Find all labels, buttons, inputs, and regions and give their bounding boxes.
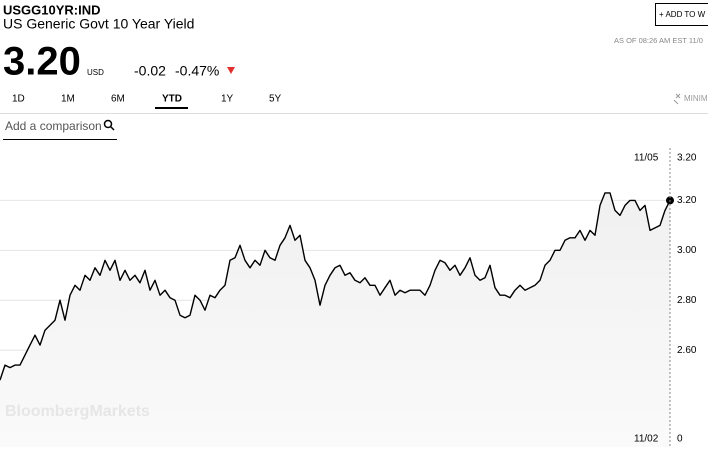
tab[interactable]: 1D [12,94,25,105]
search-icon[interactable] [105,121,112,128]
price: 3.20 [3,40,81,84]
last-value-label: 3.20 [677,153,697,164]
change: -0.02 [134,63,166,79]
y-tick-label: 2.60 [677,345,697,356]
y-tick-label: 2.80 [677,295,697,306]
tab-underline [155,107,188,109]
y-tick-label: 3.00 [677,245,697,256]
crosshair-date: 11/05 [634,153,659,164]
down-arrow [227,67,235,74]
currency: USD [87,68,104,77]
security-name: US Generic Govt 10 Year Yield [3,16,194,32]
x-end-label: 11/02 [634,434,659,445]
plot: 3.20 3.00 2.80 2.60 11/05 3.20 11/02 0 [0,148,697,447]
minimize[interactable]: MINIM [684,94,708,103]
bottom-right-label: 0 [677,434,683,445]
tab[interactable]: 5Y [269,94,282,105]
tab[interactable]: 1Y [221,94,234,105]
change-percent: -0.47% [175,63,219,79]
tabs: 1D 1M 6M YTD 1Y 5Y [12,94,282,105]
tab[interactable]: YTD [162,94,182,105]
tab[interactable]: 1M [61,94,75,105]
minimize-icon[interactable] [674,94,680,104]
tab[interactable]: 6M [111,94,125,105]
y-tick-label: 3.20 [677,195,697,206]
add-button-label[interactable]: + ADD TO W [659,10,706,19]
watermark: BloombergMarkets [5,403,150,420]
comparison-input[interactable]: Add a comparison [5,119,102,133]
search-icon-handle [111,127,115,131]
as-of: AS OF 08:26 AM EST 11/0 [614,36,703,45]
